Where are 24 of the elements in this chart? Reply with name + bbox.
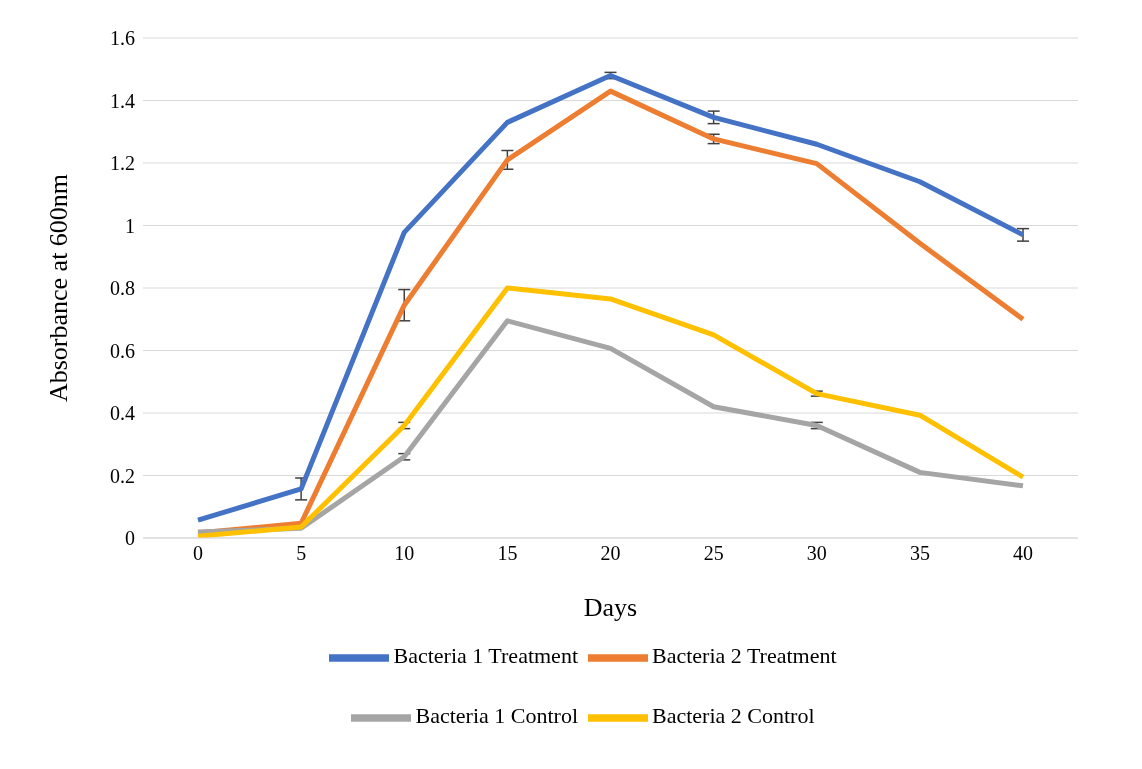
legend-label: Bacteria 1 Treatment — [393, 643, 578, 669]
y-tick-label: 0 — [125, 527, 135, 550]
x-tick-label: 25 — [703, 542, 724, 565]
y-tick-label: 1.2 — [110, 152, 135, 175]
legend-label: Bacteria 2 Control — [652, 703, 815, 729]
x-tick-label: 15 — [497, 542, 518, 565]
x-tick-label: 30 — [806, 542, 827, 565]
legend-label: Bacteria 1 Control — [415, 703, 578, 729]
y-tick-label: 1.6 — [110, 27, 135, 50]
x-tick-label: 20 — [600, 542, 621, 565]
x-axis-title: Days — [583, 593, 638, 622]
y-tick-label: 0.2 — [110, 464, 135, 487]
y-tick-label: 0.8 — [110, 277, 135, 300]
x-tick-label: 35 — [909, 542, 930, 565]
legend-label: Bacteria 2 Treatment — [652, 643, 837, 669]
x-tick-label: 40 — [1013, 542, 1033, 565]
y-tick-label: 0.6 — [110, 339, 135, 362]
x-tick-label: 10 — [394, 542, 415, 565]
y-tick-label: 1.4 — [110, 89, 135, 112]
y-tick-label: 0.4 — [110, 402, 135, 425]
x-tick-label: 0 — [193, 542, 203, 565]
y-axis-title: Absorbance at 600nm — [44, 173, 74, 403]
y-tick-label: 1 — [125, 214, 135, 237]
x-tick-label: 5 — [296, 542, 307, 565]
